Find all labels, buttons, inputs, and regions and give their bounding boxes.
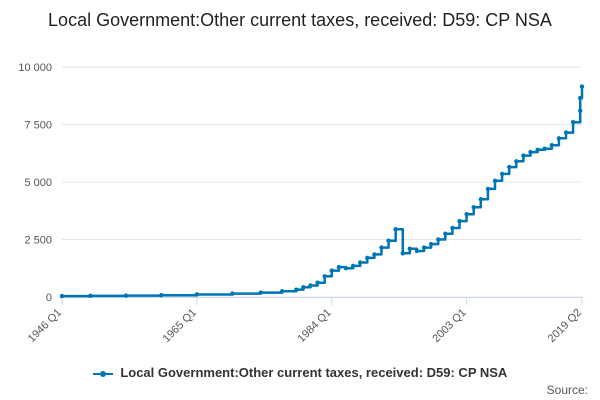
legend-line-marker-icon bbox=[92, 370, 113, 377]
data-point[interactable] bbox=[279, 289, 285, 294]
data-point[interactable] bbox=[230, 291, 235, 296]
data-point[interactable] bbox=[343, 266, 349, 271]
data-point[interactable] bbox=[88, 293, 93, 299]
data-point[interactable] bbox=[471, 205, 476, 210]
data-point[interactable] bbox=[322, 274, 327, 279]
data-point[interactable] bbox=[294, 287, 299, 292]
data-point[interactable] bbox=[478, 197, 484, 202]
data-point[interactable] bbox=[421, 245, 427, 250]
data-point[interactable] bbox=[315, 280, 320, 285]
data-point[interactable] bbox=[400, 251, 405, 256]
data-point[interactable] bbox=[329, 268, 334, 273]
axes: 0 2 500 5 000 7 500 10 000 1946 Q1 1965 Q1 1984… bbox=[18, 62, 584, 345]
x-tick-label: 1946 Q1 bbox=[26, 307, 64, 345]
data-point[interactable] bbox=[159, 292, 164, 298]
data-point[interactable] bbox=[457, 218, 462, 224]
data-point[interactable] bbox=[499, 171, 505, 177]
series-layer bbox=[59, 84, 585, 299]
data-point[interactable] bbox=[549, 143, 555, 148]
data-point[interactable] bbox=[521, 153, 526, 158]
chart-title: Local Government:Other current taxes, re… bbox=[48, 10, 552, 30]
data-point[interactable] bbox=[492, 178, 498, 184]
data-point[interactable] bbox=[450, 225, 455, 231]
data-point[interactable] bbox=[365, 255, 370, 261]
data-point[interactable] bbox=[535, 147, 540, 152]
data-point[interactable] bbox=[556, 136, 562, 141]
gridlines bbox=[62, 66, 582, 298]
data-point[interactable] bbox=[436, 237, 441, 242]
y-tick-label: 5 000 bbox=[24, 177, 52, 189]
data-point[interactable] bbox=[578, 95, 583, 101]
legend-label: Local Government:Other current taxes, re… bbox=[120, 365, 508, 380]
data-point[interactable] bbox=[350, 263, 356, 269]
data-point[interactable] bbox=[357, 260, 363, 265]
x-tick-label: 1984 Q1 bbox=[296, 307, 334, 345]
data-point[interactable] bbox=[258, 290, 263, 295]
legend[interactable]: Local Government:Other current taxes, re… bbox=[0, 365, 600, 380]
y-tick-label: 10 000 bbox=[18, 62, 52, 74]
data-point[interactable] bbox=[372, 252, 377, 257]
data-point[interactable] bbox=[507, 164, 512, 170]
series-line bbox=[62, 86, 584, 298]
data-point[interactable] bbox=[123, 293, 129, 298]
y-tick-label: 0 bbox=[46, 292, 52, 304]
data-point[interactable] bbox=[336, 264, 342, 270]
y-tick-label: 7 500 bbox=[24, 120, 52, 132]
data-point[interactable] bbox=[301, 285, 306, 290]
data-point[interactable] bbox=[59, 293, 65, 299]
data-point[interactable] bbox=[379, 245, 384, 250]
data-point[interactable] bbox=[428, 241, 434, 247]
data-point[interactable] bbox=[386, 238, 391, 243]
data-point[interactable] bbox=[528, 149, 533, 155]
x-tick-label: 2019 Q2 bbox=[546, 307, 584, 345]
data-point[interactable] bbox=[542, 146, 547, 151]
data-point[interactable] bbox=[393, 226, 398, 232]
data-point[interactable] bbox=[443, 231, 448, 236]
data-point[interactable] bbox=[407, 246, 413, 251]
data-point[interactable] bbox=[514, 159, 519, 164]
x-tick-label: 1965 Q1 bbox=[161, 307, 199, 345]
data-point[interactable] bbox=[578, 108, 583, 113]
data-point[interactable] bbox=[194, 292, 200, 297]
data-point[interactable] bbox=[464, 212, 469, 217]
x-tick-label: 2003 Q1 bbox=[430, 307, 468, 345]
y-tick-label: 2 500 bbox=[24, 235, 52, 247]
data-point[interactable] bbox=[308, 283, 313, 288]
data-point[interactable] bbox=[485, 186, 491, 192]
source-label: Source: bbox=[546, 383, 588, 397]
data-point[interactable] bbox=[414, 248, 420, 254]
data-point[interactable] bbox=[563, 130, 569, 135]
data-point[interactable] bbox=[579, 84, 585, 89]
data-point[interactable] bbox=[570, 120, 576, 125]
